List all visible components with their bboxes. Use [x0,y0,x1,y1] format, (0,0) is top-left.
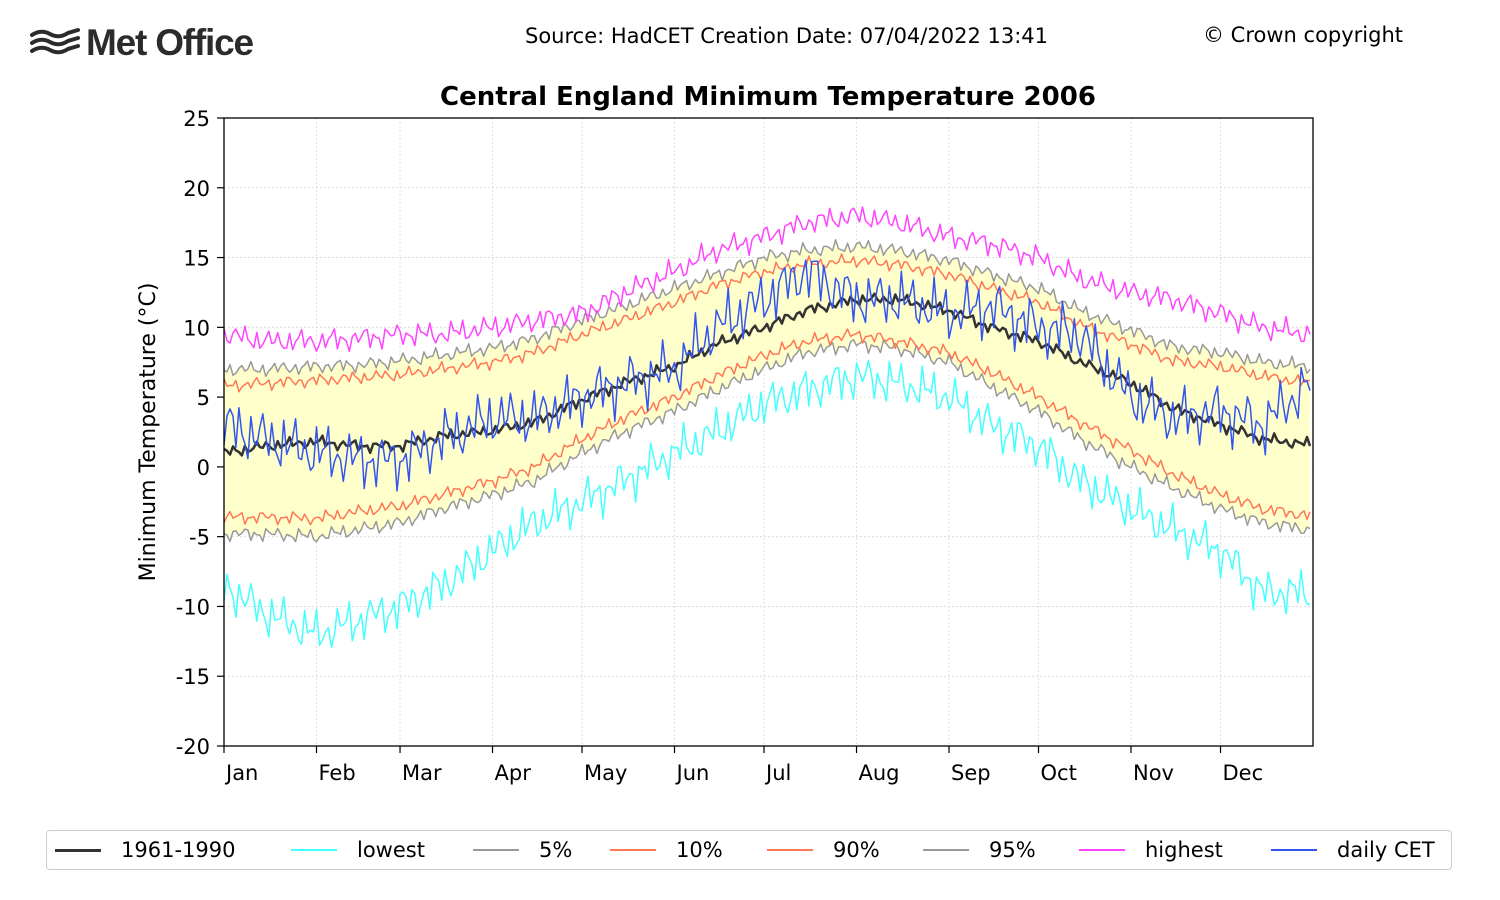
y-tick-label: 0 [197,456,210,480]
x-tick-label: Sep [951,761,991,785]
y-tick-label: 25 [183,107,210,131]
legend-label: 1961-1990 [121,838,236,862]
series-line-10 [223,328,1311,526]
wave-logo-icon [30,28,80,55]
percentile-band [224,239,1310,542]
x-tick-label: Nov [1133,761,1174,785]
x-tick-label: Apr [495,761,532,785]
series-line-highest [223,206,1311,353]
x-tick-label: Aug [859,761,900,785]
copyright-notice: © Crown copyright [1203,23,1404,47]
legend-label: lowest [357,838,425,862]
legend-label: 10% [676,838,723,862]
x-tick-label: Oct [1041,761,1077,785]
legend-label: 95% [989,838,1036,862]
x-tick-label: Feb [318,761,355,785]
x-tick-label: Mar [402,761,442,785]
legend-item: 90% [767,831,880,869]
band-5-95-area [224,239,1310,542]
legend-label: 5% [539,838,573,862]
legend-swatch [473,849,519,851]
series-lines [223,206,1312,648]
y-tick-label: -20 [176,735,210,759]
series-line-5 [223,339,1311,543]
source-info: Source: HadCET Creation Date: 07/04/2022… [525,24,1049,48]
legend-swatch [1271,849,1317,851]
legend-item: 5% [473,831,572,869]
legend-label: highest [1145,838,1223,862]
x-tick-label: Jun [675,761,710,785]
x-axis-ticks: Jan Feb Mar Apr May Jun Jul Aug Sep Oct Nov Dec [223,746,1264,785]
plot-frame [223,117,1314,747]
legend-item: lowest [291,831,425,869]
x-tick-label: Jan [224,761,258,785]
legend-item: 10% [610,831,723,869]
y-tick-label: 20 [183,177,210,201]
header: Met Office Source: HadCET Creation Date:… [0,0,1500,70]
legend-swatch [55,848,101,852]
legend-item: daily CET [1271,831,1435,869]
logo-text: Met Office [86,22,254,63]
chart-legend: 1961-1990 lowest 5% 10% 90% 95% highest daily C… [46,830,1452,870]
y-tick-label: -15 [176,665,210,689]
y-tick-label: 15 [183,247,210,271]
legend-swatch [1079,849,1125,851]
x-tick-label: Dec [1223,761,1264,785]
y-tick-label: -10 [176,595,210,619]
y-tick-label: -5 [189,526,210,550]
chart-title: Central England Minimum Temperature 2006 [440,82,1096,112]
legend-item: highest [1079,831,1223,869]
legend-item: 1961-1990 [55,831,235,869]
series-line-95 [223,239,1311,378]
series-line-lowest [223,359,1311,648]
series-line-90 [223,253,1311,393]
legend-item: 95% [923,831,1036,869]
x-tick-label: Jul [764,761,791,785]
y-axis-label: Minimum Temperature (°C) [136,283,161,582]
legend-swatch [923,849,969,851]
met-office-logo: Met Office [30,22,254,64]
legend-swatch [291,849,337,851]
y-tick-label: 10 [183,316,210,340]
legend-swatch [767,849,813,851]
y-axis-ticks: -20 -15 -10 -5 0 5 10 15 20 25 [176,107,224,759]
y-tick-label: 5 [197,386,210,410]
series-line-daily-cet [223,259,1311,492]
legend-swatch [610,849,656,851]
x-tick-label: May [584,761,627,785]
legend-label: daily CET [1337,838,1435,862]
legend-label: 90% [833,838,880,862]
